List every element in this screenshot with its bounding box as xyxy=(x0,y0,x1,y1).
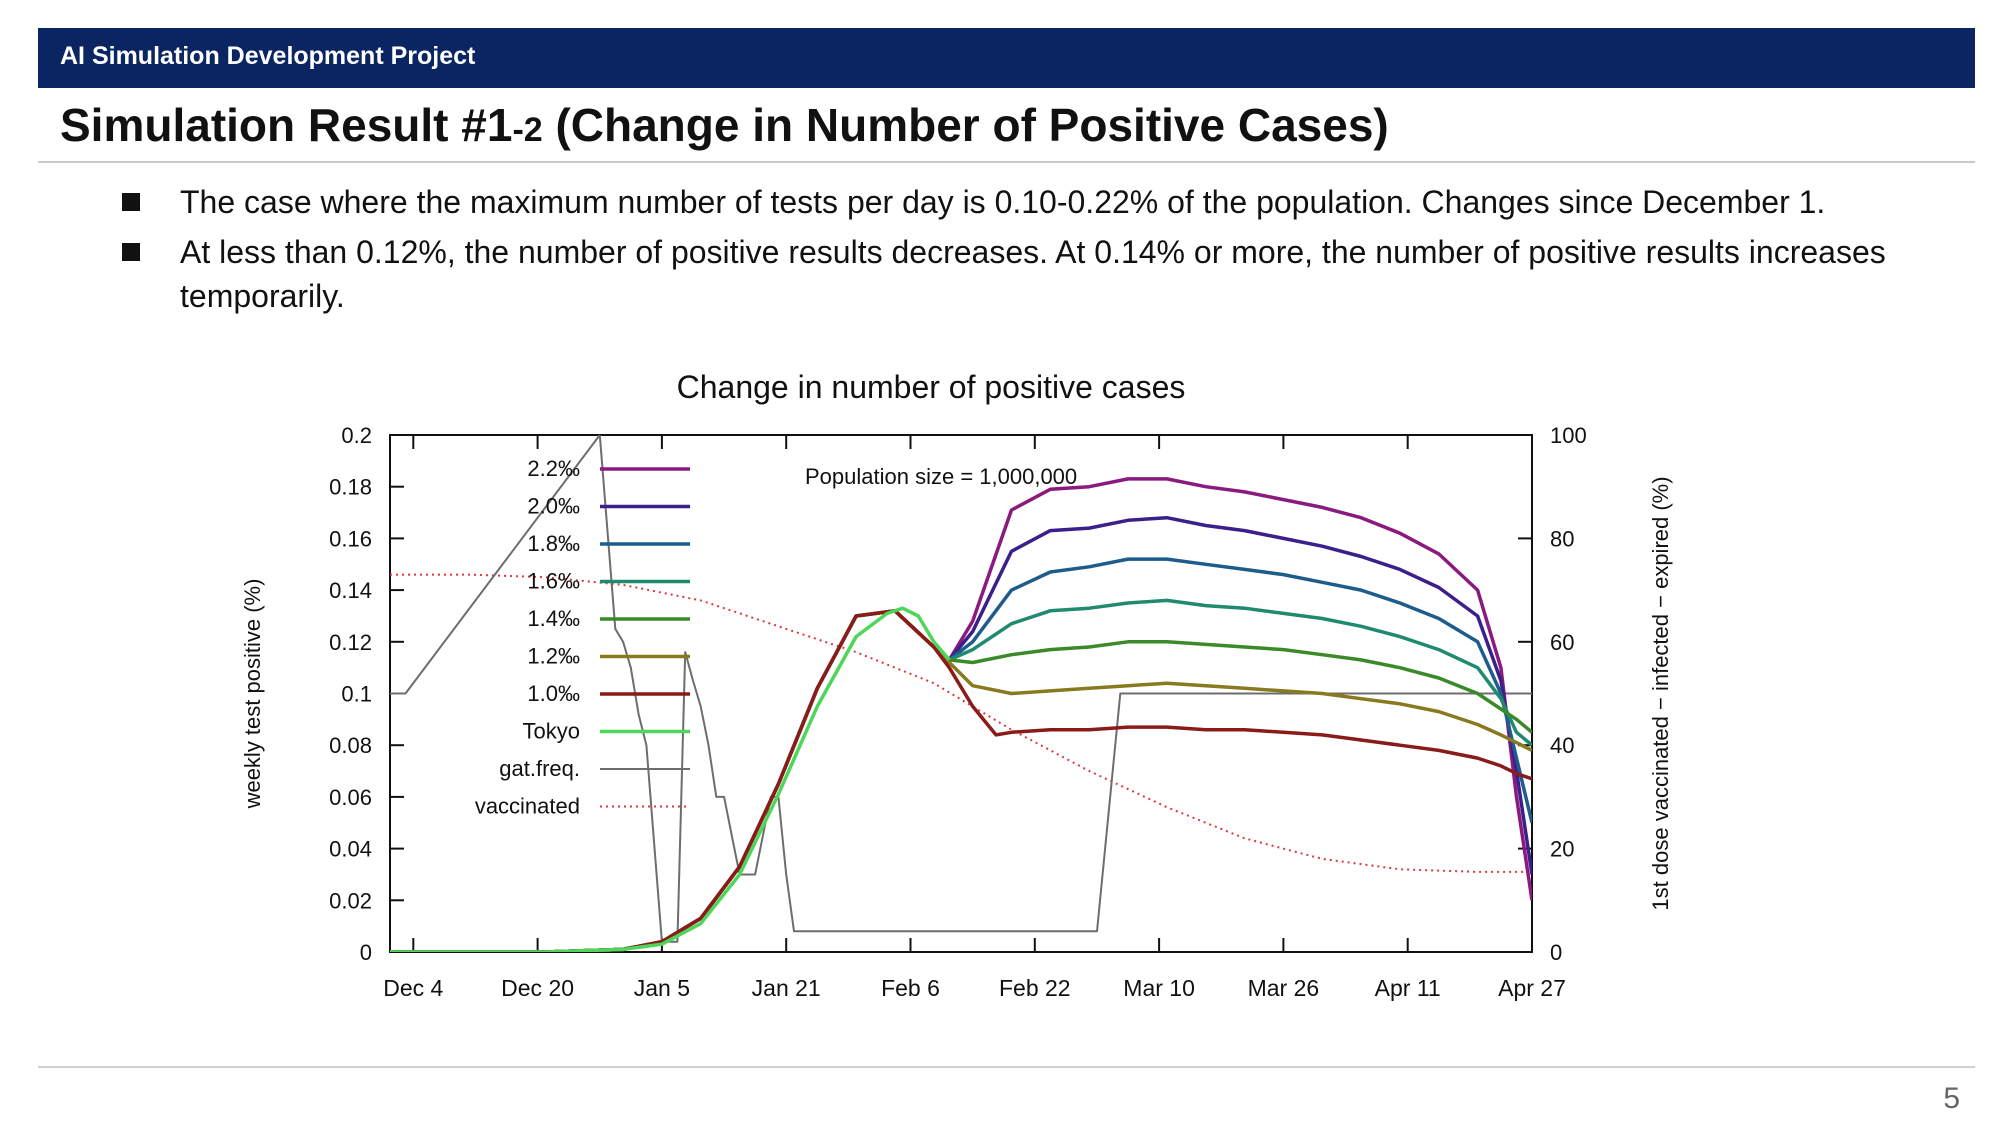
slide-title-rest: (Change in Number of Positive Cases) xyxy=(542,99,1389,151)
bullet-list: The case where the maximum number of tes… xyxy=(120,180,1970,324)
x-tick-label: Feb 6 xyxy=(881,975,940,1001)
page-number: 5 xyxy=(1943,1082,1960,1115)
square-bullet-icon xyxy=(122,193,140,211)
legend-label: 2.2‰ xyxy=(527,456,580,481)
legend-label: gat.freq. xyxy=(499,756,580,781)
x-tick-label: Dec 20 xyxy=(501,975,574,1001)
series-line-gat-freq- xyxy=(390,435,1532,943)
slide-title-main: Simulation Result #1 xyxy=(60,99,513,151)
y2-tick-label: 80 xyxy=(1550,526,1574,551)
y2-tick-label: 20 xyxy=(1550,837,1574,862)
legend-label: vaccinated xyxy=(475,794,580,819)
legend-label: 1.8‰ xyxy=(527,531,580,556)
legend-label: Tokyo xyxy=(523,719,580,744)
y2-tick-label: 0 xyxy=(1550,940,1562,965)
legend-label: 1.4‰ xyxy=(527,606,580,631)
y-tick-label: 0.14 xyxy=(329,578,372,603)
title-divider xyxy=(38,161,1975,163)
legend-label: 1.6‰ xyxy=(527,569,580,594)
x-tick-label: Apr 27 xyxy=(1498,975,1566,1001)
y2-tick-label: 40 xyxy=(1550,733,1574,758)
y-tick-label: 0.04 xyxy=(329,837,372,862)
legend-label: 1.0‰ xyxy=(527,681,580,706)
header-banner: AI Simulation Development Project xyxy=(38,28,1975,88)
legend-label: 2.0‰ xyxy=(527,494,580,519)
x-tick-label: Jan 21 xyxy=(752,975,821,1001)
y-tick-label: 0.12 xyxy=(329,630,372,655)
footer-divider xyxy=(38,1066,1975,1068)
x-tick-label: Jan 5 xyxy=(634,975,690,1001)
y-tick-label: 0 xyxy=(360,940,372,965)
slide-title-suffix: -2 xyxy=(512,111,543,149)
bullet-item: At less than 0.12%, the number of positi… xyxy=(120,230,1970,318)
bullet-text: The case where the maximum number of tes… xyxy=(180,184,1826,220)
population-annotation: Population size = 1,000,000 xyxy=(805,464,1077,489)
project-name: AI Simulation Development Project xyxy=(60,42,476,70)
x-tick-label: Mar 26 xyxy=(1248,975,1320,1001)
x-tick-label: Feb 22 xyxy=(999,975,1071,1001)
y-tick-label: 0.08 xyxy=(329,733,372,758)
x-tick-label: Mar 10 xyxy=(1123,975,1195,1001)
legend-label: 1.2‰ xyxy=(527,644,580,669)
bullet-item: The case where the maximum number of tes… xyxy=(120,180,1970,224)
chart-title: Change in number of positive cases xyxy=(677,369,1186,405)
bullet-text: At less than 0.12%, the number of positi… xyxy=(180,234,1886,314)
y-tick-label: 0.06 xyxy=(329,785,372,810)
y-tick-label: 0.02 xyxy=(329,888,372,913)
slide-title: Simulation Result #1-2 (Change in Number… xyxy=(60,98,1389,152)
y2-tick-label: 100 xyxy=(1550,423,1587,448)
series-line-vaccinated xyxy=(390,573,1532,873)
square-bullet-icon xyxy=(122,243,140,261)
y-tick-label: 0.1 xyxy=(341,682,372,707)
x-tick-label: Apr 11 xyxy=(1375,975,1441,1001)
y2-tick-label: 60 xyxy=(1550,630,1574,655)
y2-axis-label: 1st dose vaccinated − infected − expired… xyxy=(1648,476,1673,910)
y-tick-label: 0.2 xyxy=(341,423,372,448)
y-tick-label: 0.18 xyxy=(329,475,372,500)
x-tick-label: Dec 4 xyxy=(383,975,443,1001)
y-tick-label: 0.16 xyxy=(329,526,372,551)
y-axis-label: weekly test positive (%) xyxy=(240,579,265,810)
series-line-tokyo xyxy=(390,606,951,952)
series-line-1-0- xyxy=(390,609,1532,952)
